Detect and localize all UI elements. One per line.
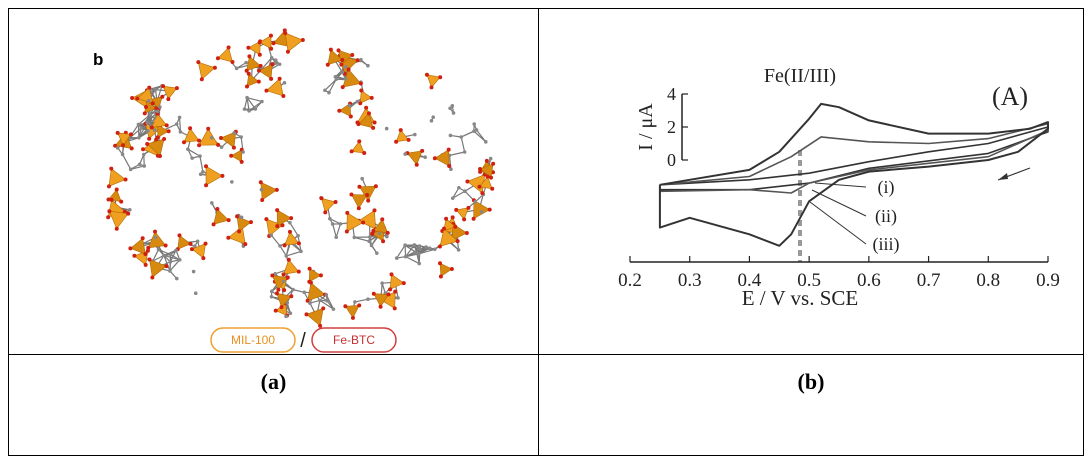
y-tick-label: 4 [667, 84, 676, 104]
x-tick-label: 0.4 [738, 270, 762, 291]
cv-curve [660, 127, 1048, 190]
curve-label: (i) [878, 177, 895, 198]
sweep-arrow-head [998, 173, 1008, 180]
x-tick-label: 0.3 [678, 270, 702, 291]
leader-line [812, 190, 866, 216]
x-tick-label: 0.8 [976, 270, 1000, 291]
y-axis-label: I / μA [635, 103, 657, 151]
x-tick-label: 0.5 [797, 270, 821, 291]
cv-curve [660, 104, 1048, 246]
leader-line [815, 183, 866, 187]
x-tick-label: 0.6 [857, 270, 881, 291]
x-tick-label: 0.9 [1036, 270, 1060, 291]
panel-label: (A) [992, 82, 1028, 111]
caption: (b) [539, 355, 1084, 456]
annotation: Fe(II/III) [764, 65, 836, 87]
curve-label: (iii) [873, 234, 900, 255]
caption: (a) [9, 355, 539, 456]
curve-label: (ii) [875, 206, 897, 227]
x-tick-label: 0.7 [917, 270, 941, 291]
leader-line [810, 202, 866, 244]
y-tick-label: 2 [667, 117, 676, 137]
x-tick-label: 0.2 [618, 270, 642, 291]
y-tick-label: 0 [667, 150, 676, 170]
figure: (a)(b) b MIL-100 / Fe-BTC Fe(II/III) (A)… [0, 0, 1091, 450]
